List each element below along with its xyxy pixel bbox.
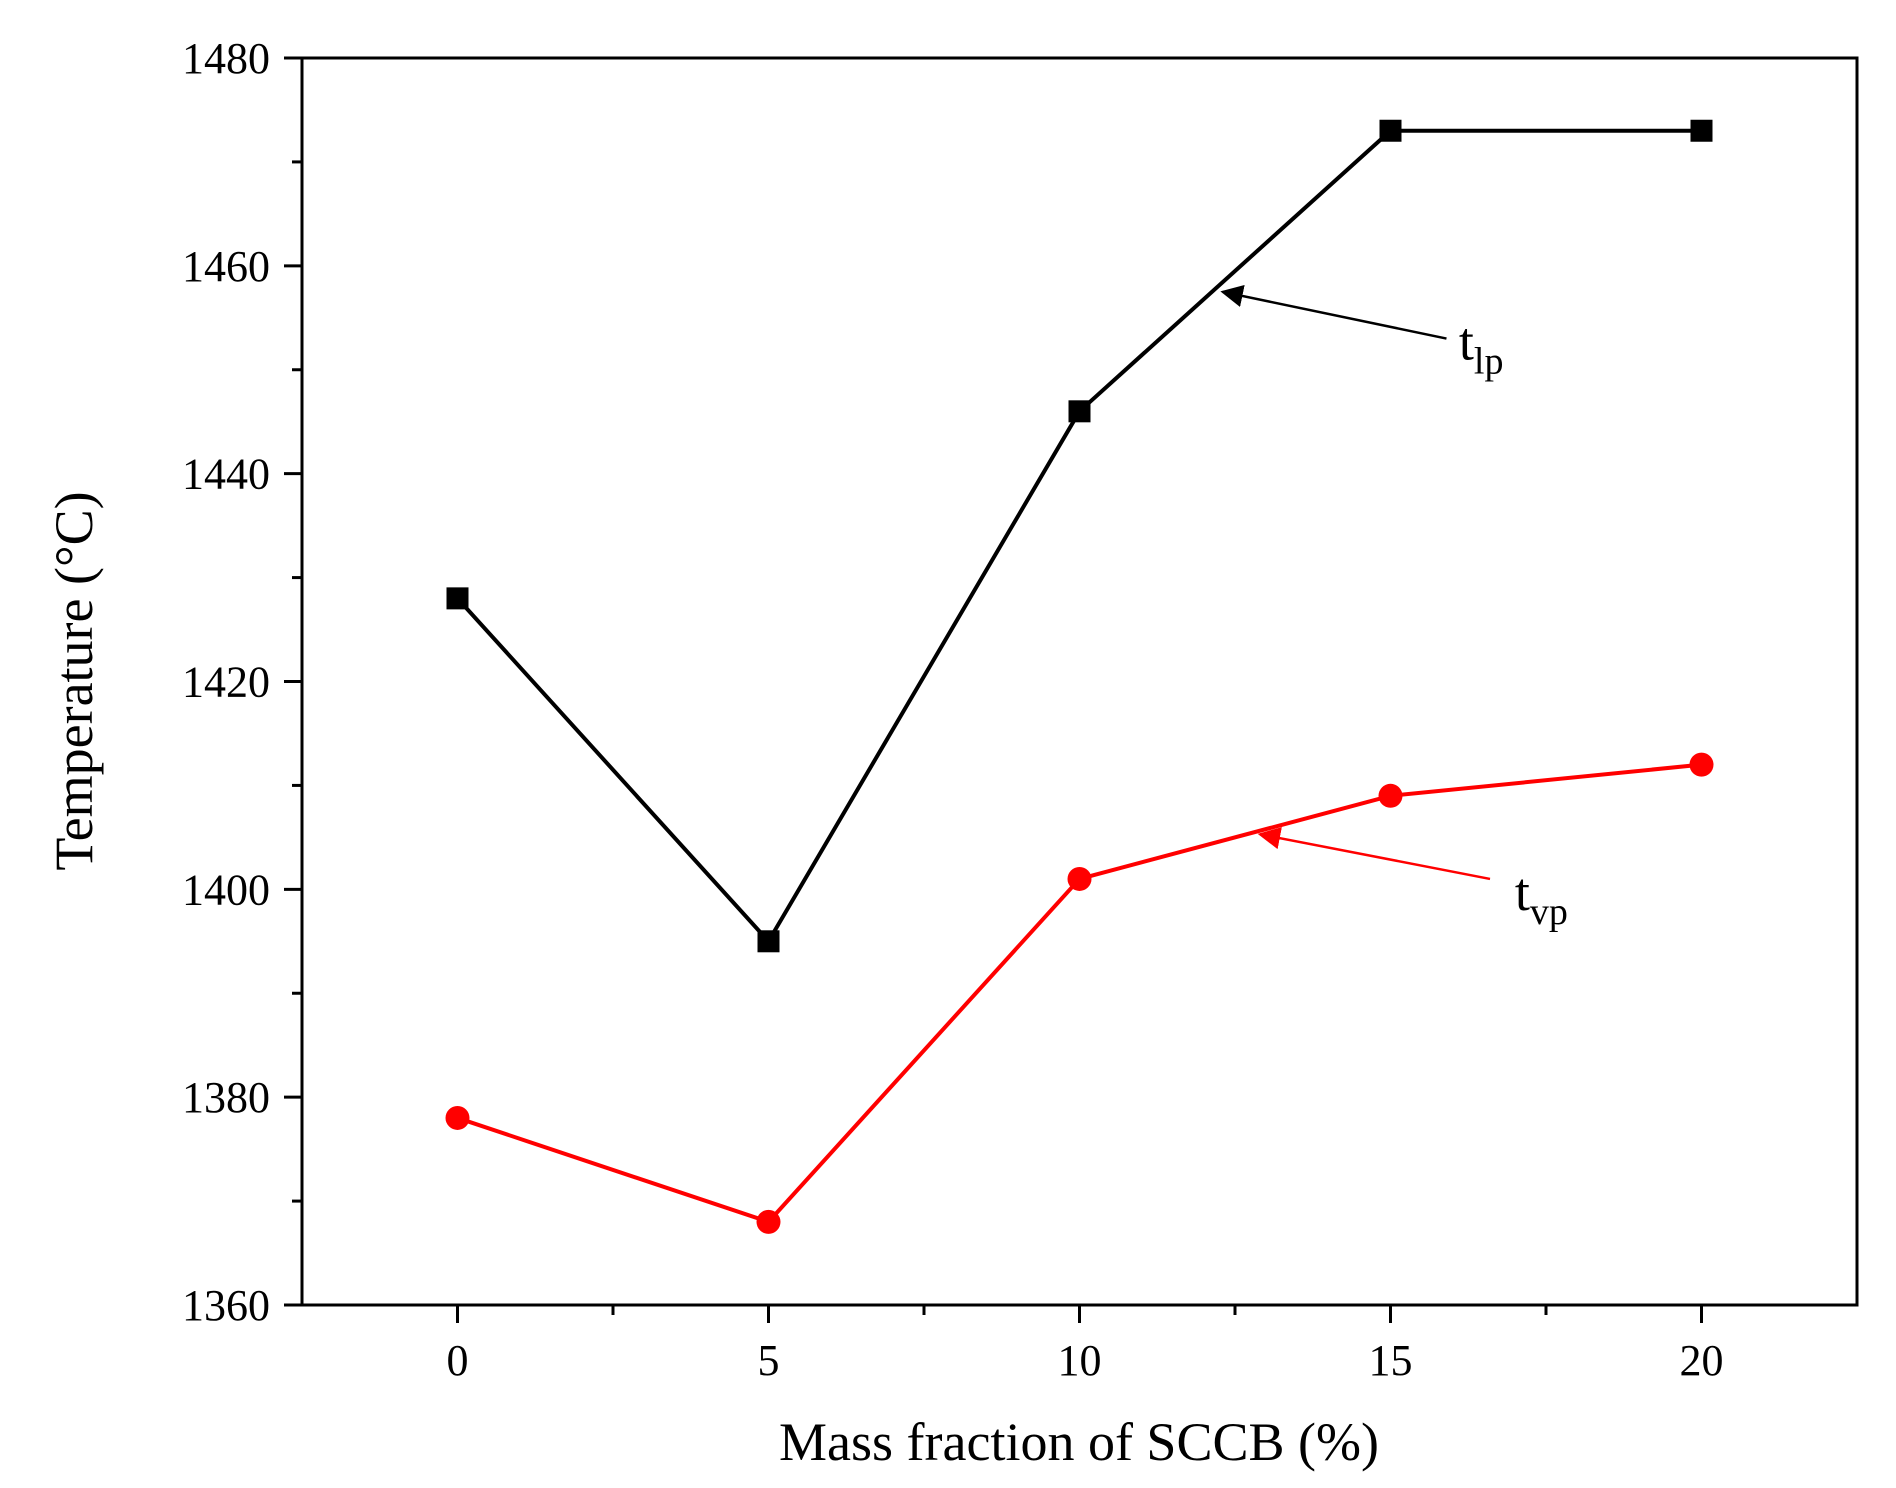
data-point-tvp	[1689, 752, 1714, 777]
y-tick-label: 1460	[182, 242, 270, 291]
x-axis-title: Mass fraction of SCCB (%)	[779, 1412, 1379, 1472]
y-axis-title: Temperature (°C)	[44, 491, 104, 870]
data-point-tlp	[1068, 400, 1091, 423]
series-tvp	[445, 752, 1714, 1234]
y-tick-label: 1480	[182, 34, 270, 83]
data-point-tvp	[1067, 866, 1092, 891]
series-line-tlp	[456, 128, 1702, 944]
series-layer	[445, 119, 1714, 1234]
series-label-tlp: tlp	[1459, 311, 1504, 382]
series-line-tvp	[456, 762, 1702, 1224]
annotation-arrow-tlp	[1220, 284, 1447, 340]
axis-tick-labels: 0 5 10 15 20 1360 1380 1400 1420 1440 1460 1480	[182, 34, 1724, 1385]
annotations: tlp tvp	[1220, 284, 1568, 933]
data-point-tlp	[446, 587, 469, 610]
data-point-tvp	[445, 1105, 470, 1130]
x-tick-label: 0	[447, 1336, 469, 1385]
data-point-tvp	[756, 1209, 781, 1234]
y-tick-label: 1420	[182, 658, 270, 707]
y-tick-label: 1400	[182, 865, 270, 914]
annotation-arrow-tvp	[1257, 827, 1491, 881]
data-point-tlp	[1690, 119, 1713, 142]
data-point-tlp	[1379, 119, 1402, 142]
x-tick-label: 15	[1369, 1336, 1413, 1385]
x-tick-label: 5	[758, 1336, 780, 1385]
y-tick-label: 1360	[182, 1281, 270, 1330]
axis-ticks	[284, 56, 1703, 1323]
series-label-tvp: tvp	[1515, 862, 1568, 933]
x-tick-label: 20	[1680, 1336, 1724, 1385]
data-point-tvp	[1378, 783, 1403, 808]
y-tick-label: 1380	[182, 1073, 270, 1122]
data-point-tlp	[757, 930, 780, 953]
series-tlp	[446, 119, 1713, 953]
x-tick-label: 10	[1058, 1336, 1102, 1385]
y-tick-label: 1440	[182, 450, 270, 499]
